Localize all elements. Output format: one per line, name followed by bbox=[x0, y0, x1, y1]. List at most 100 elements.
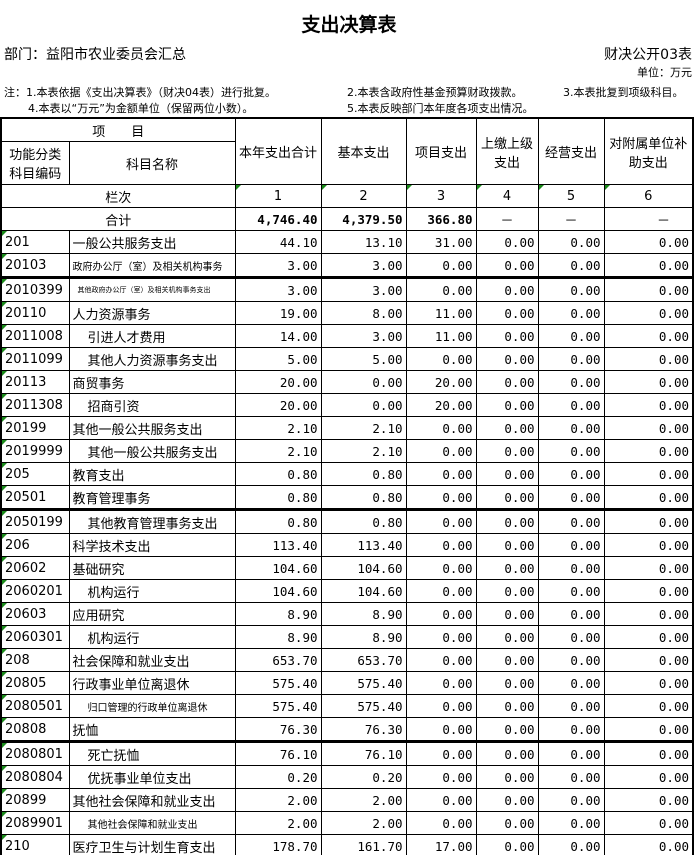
note-2: 2.本表含政府性基金预算财政拨款。 bbox=[347, 86, 523, 99]
table-row: 20602 基础研究 104.60 104.60 0.00 0.00 0.00 0.00 bbox=[0, 556, 694, 580]
subject-name: 基础研究 bbox=[68, 556, 236, 580]
col-index-label: 栏次 bbox=[0, 184, 236, 208]
amount-cell: 0.00 bbox=[405, 347, 477, 371]
amount-cell: 0.00 bbox=[537, 324, 605, 348]
amount-cell: 11.00 bbox=[405, 301, 477, 325]
total-value: － bbox=[603, 207, 694, 231]
note-4: 4.本表以“万元”为金额单位（保留两位小数）。 bbox=[28, 102, 254, 115]
amount-cell: 0.00 bbox=[603, 324, 694, 348]
form-number: 财决公开03表 bbox=[604, 47, 692, 63]
amount-cell: 0.00 bbox=[405, 533, 477, 557]
amount-cell: 2.00 bbox=[320, 811, 407, 835]
amount-cell: 76.10 bbox=[320, 741, 407, 766]
note-1: 注：1.本表依据《支出决算表》（财决04表）进行批复。 bbox=[4, 86, 276, 99]
amount-cell: 3.00 bbox=[320, 277, 407, 302]
amount-cell: 2.00 bbox=[234, 788, 322, 812]
col-index: 3 bbox=[405, 184, 477, 208]
amount-cell: 0.00 bbox=[475, 717, 539, 743]
subject-name: 政府办公厅（室）及相关机构事务 bbox=[68, 253, 236, 279]
header-col-5: 经营支出 bbox=[537, 117, 605, 185]
amount-cell: 31.00 bbox=[405, 230, 477, 254]
subject-name: 其他人力资源事务支出 bbox=[68, 347, 236, 371]
function-code: 20602 bbox=[0, 556, 70, 580]
amount-cell: 0.20 bbox=[234, 765, 322, 789]
subject-name: 教育支出 bbox=[68, 462, 236, 486]
amount-cell: 0.00 bbox=[475, 462, 539, 486]
function-code: 2019999 bbox=[0, 439, 70, 463]
table-row: 2060301 机构运行 8.90 8.90 0.00 0.00 0.00 0.00 bbox=[0, 625, 694, 649]
table-row: 2011008 引进人才费用 14.00 3.00 11.00 0.00 0.00 0.00 bbox=[0, 324, 694, 348]
amount-cell: 20.00 bbox=[234, 393, 322, 417]
amount-cell: 0.00 bbox=[405, 462, 477, 486]
subject-name: 科学技术支出 bbox=[68, 533, 236, 557]
table-row: 20808 抚恤 76.30 76.30 0.00 0.00 0.00 0.00 bbox=[0, 717, 694, 743]
subject-name: 应用研究 bbox=[68, 602, 236, 626]
amount-cell: 0.00 bbox=[537, 671, 605, 695]
amount-cell: 17.00 bbox=[405, 834, 477, 855]
function-code: 2080501 bbox=[0, 694, 70, 718]
table-row: 20113 商贸事务 20.00 0.00 20.00 0.00 0.00 0.00 bbox=[0, 370, 694, 394]
amount-cell: 0.00 bbox=[603, 579, 694, 603]
amount-cell: 104.60 bbox=[234, 556, 322, 580]
amount-cell: 0.80 bbox=[234, 509, 322, 534]
amount-cell: 0.00 bbox=[603, 811, 694, 835]
amount-cell: 0.00 bbox=[537, 253, 605, 279]
subject-name: 其他一般公共服务支出 bbox=[68, 439, 236, 463]
amount-cell: 19.00 bbox=[234, 301, 322, 325]
amount-cell: 8.00 bbox=[320, 301, 407, 325]
function-code: 2011099 bbox=[0, 347, 70, 371]
subject-name: 教育管理事务 bbox=[68, 485, 236, 511]
amount-cell: 0.00 bbox=[475, 602, 539, 626]
amount-cell: 13.10 bbox=[320, 230, 407, 254]
function-code: 20501 bbox=[0, 485, 70, 511]
amount-cell: 653.70 bbox=[320, 648, 407, 672]
amount-cell: 0.00 bbox=[603, 277, 694, 302]
table-row: 2080804 优抚事业单位支出 0.20 0.20 0.00 0.00 0.00 0.00 bbox=[0, 765, 694, 789]
table-row: 210 医疗卫生与计划生育支出 178.70 161.70 17.00 0.00 0.00 0… bbox=[0, 834, 694, 855]
table-row: 20603 应用研究 8.90 8.90 0.00 0.00 0.00 0.00 bbox=[0, 602, 694, 626]
amount-cell: 104.60 bbox=[320, 556, 407, 580]
total-value: 4,379.50 bbox=[320, 207, 407, 231]
amount-cell: 0.80 bbox=[320, 485, 407, 511]
col-index: 1 bbox=[234, 184, 322, 208]
amount-cell: 0.00 bbox=[475, 671, 539, 695]
amount-cell: 0.00 bbox=[603, 533, 694, 557]
amount-cell: 0.00 bbox=[603, 741, 694, 766]
amount-cell: 0.00 bbox=[475, 301, 539, 325]
amount-cell: 3.00 bbox=[234, 253, 322, 279]
amount-cell: 11.00 bbox=[405, 324, 477, 348]
amount-cell: 0.00 bbox=[475, 625, 539, 649]
subject-name: 医疗卫生与计划生育支出 bbox=[68, 834, 236, 855]
function-code: 2010399 bbox=[0, 277, 70, 302]
amount-cell: 0.00 bbox=[475, 694, 539, 718]
amount-cell: 575.40 bbox=[320, 671, 407, 695]
function-code: 2050199 bbox=[0, 509, 70, 534]
amount-cell: 0.00 bbox=[475, 393, 539, 417]
amount-cell: 0.00 bbox=[405, 416, 477, 440]
amount-cell: 0.00 bbox=[475, 324, 539, 348]
amount-cell: 0.00 bbox=[537, 439, 605, 463]
amount-cell: 0.00 bbox=[475, 788, 539, 812]
subject-name: 招商引资 bbox=[68, 393, 236, 417]
function-code: 205 bbox=[0, 462, 70, 486]
subject-name: 其他社会保障和就业支出 bbox=[68, 811, 236, 835]
header-col-2: 基本支出 bbox=[320, 117, 407, 185]
amount-cell: 0.00 bbox=[537, 277, 605, 302]
function-code: 20110 bbox=[0, 301, 70, 325]
table-row: 20199 其他一般公共服务支出 2.10 2.10 0.00 0.00 0.00 0.00 bbox=[0, 416, 694, 440]
amount-cell: 113.40 bbox=[234, 533, 322, 557]
amount-cell: 0.00 bbox=[603, 462, 694, 486]
function-code: 2011308 bbox=[0, 393, 70, 417]
amount-cell: 0.00 bbox=[405, 765, 477, 789]
amount-cell: 0.00 bbox=[475, 509, 539, 534]
amount-cell: 0.00 bbox=[603, 230, 694, 254]
table-row: 2080801 死亡抚恤 76.10 76.10 0.00 0.00 0.00 0.00 bbox=[0, 741, 694, 766]
function-code: 20113 bbox=[0, 370, 70, 394]
amount-cell: 653.70 bbox=[234, 648, 322, 672]
function-code: 20103 bbox=[0, 253, 70, 279]
total-value: 366.80 bbox=[405, 207, 477, 231]
amount-cell: 0.00 bbox=[537, 834, 605, 855]
amount-cell: 2.10 bbox=[320, 416, 407, 440]
amount-cell: 0.80 bbox=[234, 485, 322, 511]
col-index: 2 bbox=[320, 184, 407, 208]
